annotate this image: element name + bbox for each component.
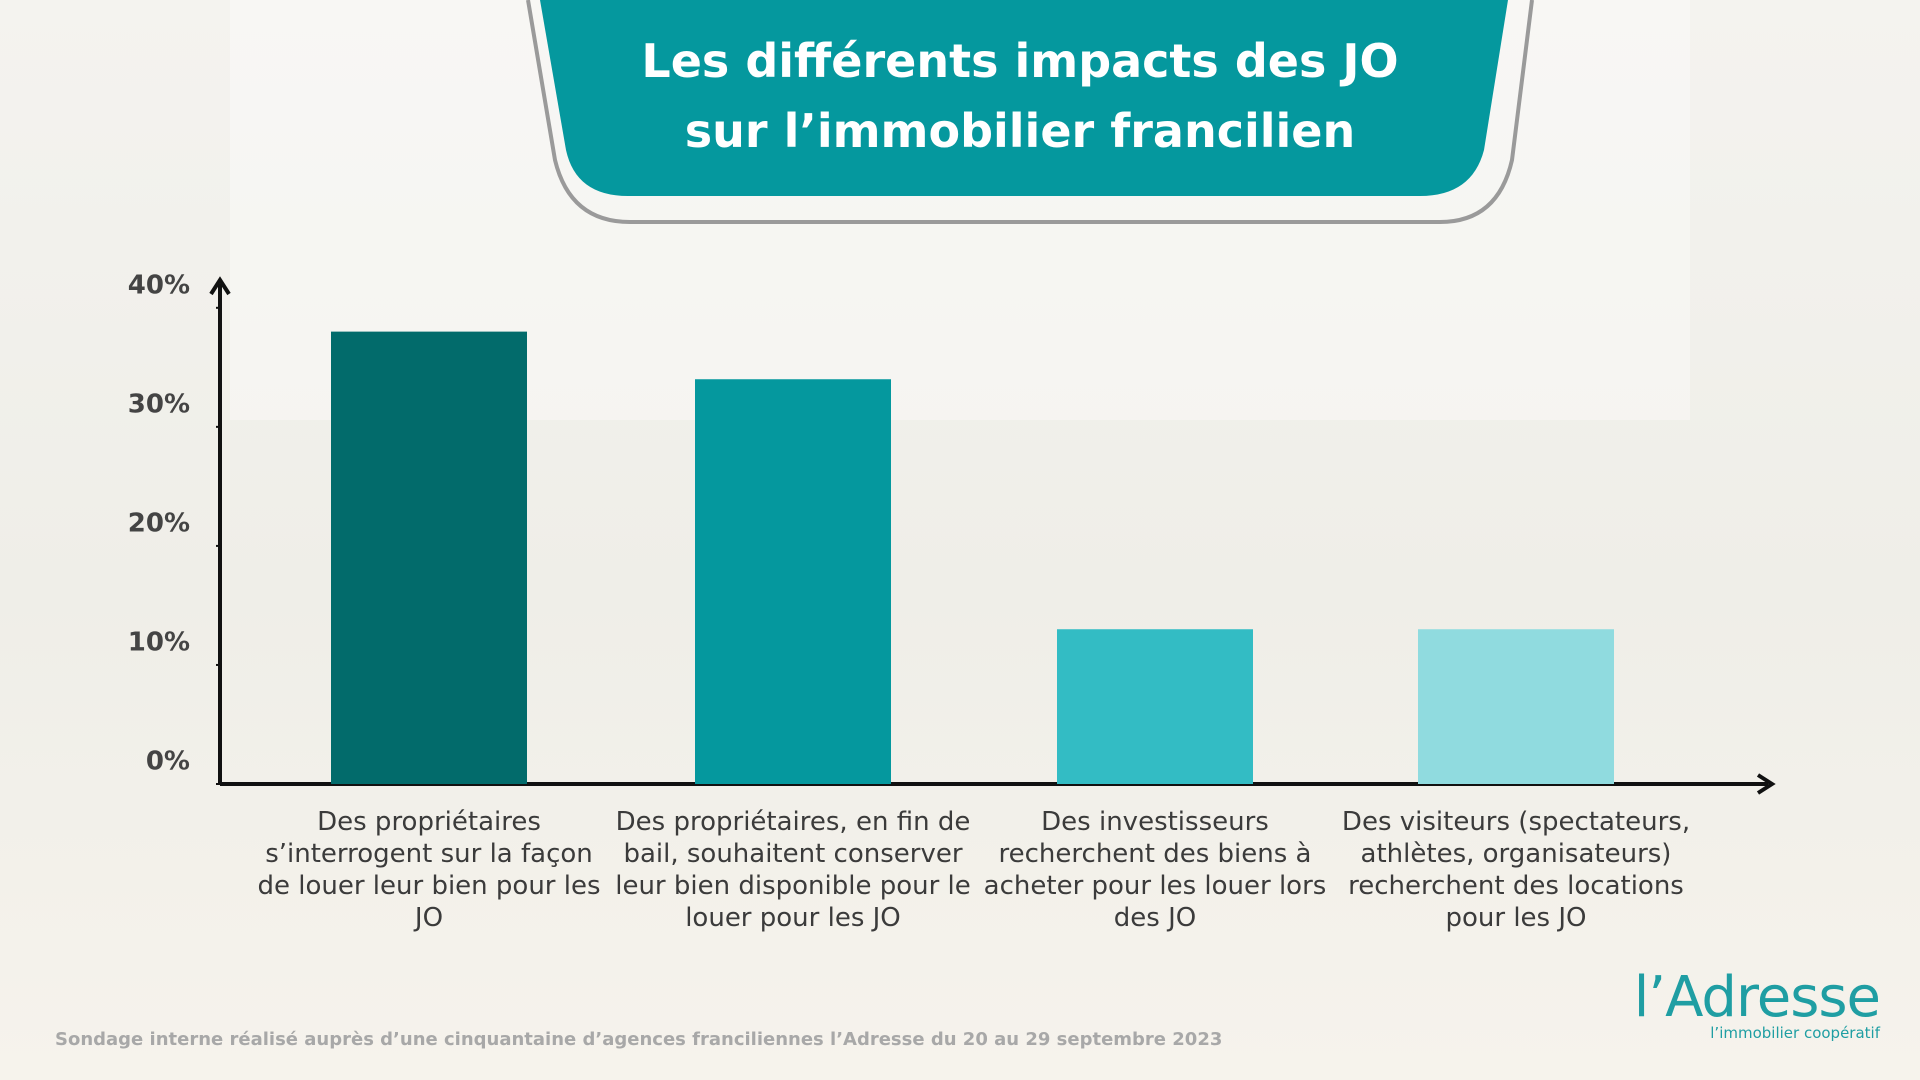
logo-tagline: l’immobilier coopératif: [1710, 1024, 1880, 1042]
bar: [1418, 629, 1614, 784]
x-axis-arrow: [1756, 773, 1776, 795]
banner-outline: [526, 0, 1534, 224]
y-axis-arrow: [209, 276, 231, 296]
logo: l’Adresse l’immobilier coopératif: [1633, 965, 1881, 1043]
x-tick-label: Des investisseurs recherchent des biens …: [983, 807, 1327, 933]
x-tick-label: Des propriétaires s’interrogent sur la f…: [257, 807, 601, 933]
title-banner: [540, 0, 1508, 196]
bar: [331, 331, 527, 784]
y-tick-label: 30%: [128, 389, 190, 419]
bar: [695, 379, 891, 784]
bar: [1057, 629, 1253, 784]
y-tick-label: 10%: [128, 627, 190, 657]
chart-title: Les différents impacts des JO sur l’immob…: [641, 34, 1398, 158]
x-tick-label: Des propriétaires, en fin de bail, souha…: [615, 807, 971, 933]
y-tick-label: 40%: [128, 270, 190, 300]
x-tick-label: Des visiteurs (spectateurs, athlètes, or…: [1341, 807, 1691, 933]
y-tick-label: 0%: [146, 747, 190, 777]
footnote: Sondage interne réalisé auprès d’une cin…: [55, 1029, 1223, 1050]
logo-name: l’Adresse: [1633, 965, 1881, 1030]
y-tick-label: 20%: [128, 508, 190, 538]
